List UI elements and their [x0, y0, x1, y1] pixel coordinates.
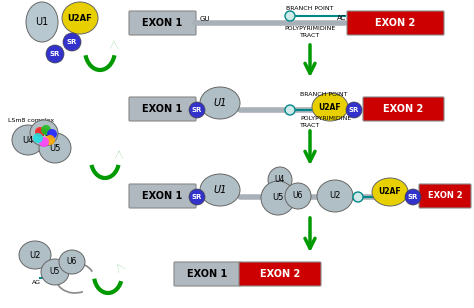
Ellipse shape	[39, 133, 71, 163]
Circle shape	[189, 102, 205, 118]
Ellipse shape	[12, 125, 44, 155]
Text: U1: U1	[36, 17, 49, 27]
Text: POLYPYRIMIDINE: POLYPYRIMIDINE	[284, 26, 336, 30]
Circle shape	[63, 33, 81, 51]
Text: EXON 2: EXON 2	[428, 192, 462, 201]
Text: EXON 1: EXON 1	[142, 104, 182, 114]
Circle shape	[353, 192, 363, 202]
FancyBboxPatch shape	[129, 11, 196, 35]
Text: U4: U4	[275, 176, 285, 184]
Circle shape	[35, 127, 45, 137]
Ellipse shape	[317, 180, 353, 212]
FancyBboxPatch shape	[347, 11, 444, 35]
Circle shape	[39, 137, 49, 147]
Text: U2AF: U2AF	[379, 188, 401, 197]
Circle shape	[285, 11, 295, 21]
Circle shape	[33, 133, 43, 143]
Text: U6: U6	[38, 128, 50, 137]
Text: LSm8 complex: LSm8 complex	[8, 117, 54, 123]
FancyBboxPatch shape	[129, 97, 196, 121]
Text: U5: U5	[49, 144, 61, 152]
Text: U5: U5	[272, 193, 283, 202]
Text: TRACT: TRACT	[300, 33, 320, 38]
FancyBboxPatch shape	[363, 97, 444, 121]
Text: SR: SR	[349, 107, 359, 113]
Circle shape	[405, 189, 421, 205]
Text: EXON 1: EXON 1	[142, 191, 182, 201]
Text: U1: U1	[213, 185, 227, 195]
Text: AG: AG	[31, 281, 40, 286]
Text: U1: U1	[213, 98, 227, 108]
Circle shape	[285, 105, 295, 115]
Ellipse shape	[41, 259, 69, 285]
Ellipse shape	[372, 178, 408, 206]
Circle shape	[47, 129, 57, 139]
Text: SR: SR	[408, 194, 418, 200]
Ellipse shape	[285, 183, 311, 209]
Text: BRANCH POINT: BRANCH POINT	[286, 6, 334, 10]
Text: AC: AC	[337, 15, 346, 21]
Text: U2: U2	[29, 250, 41, 260]
Ellipse shape	[19, 241, 51, 269]
Circle shape	[189, 189, 205, 205]
Text: EXON 1: EXON 1	[187, 269, 228, 279]
FancyBboxPatch shape	[239, 262, 321, 286]
Text: U5: U5	[50, 268, 60, 277]
Text: SR: SR	[192, 194, 202, 200]
Circle shape	[346, 102, 362, 118]
Text: TRACT: TRACT	[300, 123, 320, 128]
Circle shape	[46, 45, 64, 63]
Text: EXON 2: EXON 2	[383, 104, 424, 114]
Ellipse shape	[312, 93, 348, 121]
Text: BRANCH POINT: BRANCH POINT	[300, 91, 347, 96]
Text: EXON 2: EXON 2	[260, 269, 300, 279]
Text: U2: U2	[329, 192, 341, 201]
Circle shape	[45, 135, 55, 145]
Ellipse shape	[30, 120, 58, 146]
Text: GU: GU	[200, 16, 210, 22]
Text: EXON 1: EXON 1	[142, 18, 182, 28]
Text: U2AF: U2AF	[319, 103, 341, 111]
Ellipse shape	[200, 87, 240, 119]
Ellipse shape	[59, 250, 85, 274]
Text: SR: SR	[67, 39, 77, 45]
Ellipse shape	[261, 181, 295, 215]
Text: POLYPYRIMIDINE: POLYPYRIMIDINE	[300, 116, 351, 120]
FancyBboxPatch shape	[174, 262, 241, 286]
FancyBboxPatch shape	[419, 184, 471, 208]
Text: SR: SR	[50, 51, 60, 57]
Text: U6: U6	[293, 192, 303, 201]
Text: U2AF: U2AF	[68, 14, 92, 22]
Text: U6: U6	[67, 257, 77, 266]
Ellipse shape	[200, 174, 240, 206]
Ellipse shape	[26, 2, 58, 42]
Ellipse shape	[62, 2, 98, 34]
FancyBboxPatch shape	[129, 184, 196, 208]
Text: U4: U4	[22, 136, 34, 144]
Ellipse shape	[268, 167, 292, 193]
Text: EXON 2: EXON 2	[375, 18, 416, 28]
Circle shape	[41, 125, 51, 135]
Text: SR: SR	[192, 107, 202, 113]
